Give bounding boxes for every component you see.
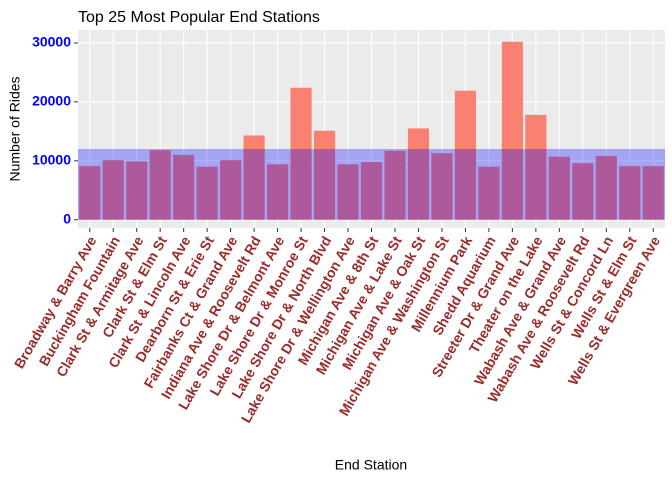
y-axis-label: Number of Rides bbox=[7, 76, 23, 181]
y-tick-label: 30000 bbox=[32, 34, 71, 50]
bar bbox=[196, 166, 218, 220]
bar bbox=[149, 150, 171, 220]
bar bbox=[619, 166, 641, 220]
y-tick-label: 0 bbox=[63, 210, 71, 226]
bar bbox=[431, 153, 453, 220]
bar bbox=[548, 156, 570, 220]
bar bbox=[290, 87, 312, 220]
y-tick-label: 20000 bbox=[32, 93, 71, 109]
bar bbox=[79, 166, 101, 220]
bar bbox=[220, 160, 242, 220]
bar bbox=[102, 160, 124, 220]
chart-title: Top 25 Most Popular End Stations bbox=[78, 9, 320, 26]
highlight-band bbox=[78, 149, 665, 220]
bar bbox=[267, 164, 289, 220]
x-axis-label: End Station bbox=[335, 457, 407, 473]
bar bbox=[243, 135, 265, 220]
bar bbox=[595, 156, 617, 220]
bar bbox=[525, 114, 547, 220]
bar bbox=[126, 161, 148, 220]
y-tick-label: 10000 bbox=[32, 152, 71, 168]
bar bbox=[313, 130, 336, 220]
bar bbox=[454, 90, 476, 220]
bar bbox=[501, 41, 523, 220]
bar bbox=[384, 150, 406, 220]
bar bbox=[642, 166, 664, 220]
bar bbox=[478, 166, 500, 220]
bar bbox=[407, 128, 430, 220]
bar bbox=[173, 154, 195, 220]
bar bbox=[337, 164, 359, 220]
bar bbox=[572, 163, 594, 220]
bar bbox=[360, 162, 383, 220]
